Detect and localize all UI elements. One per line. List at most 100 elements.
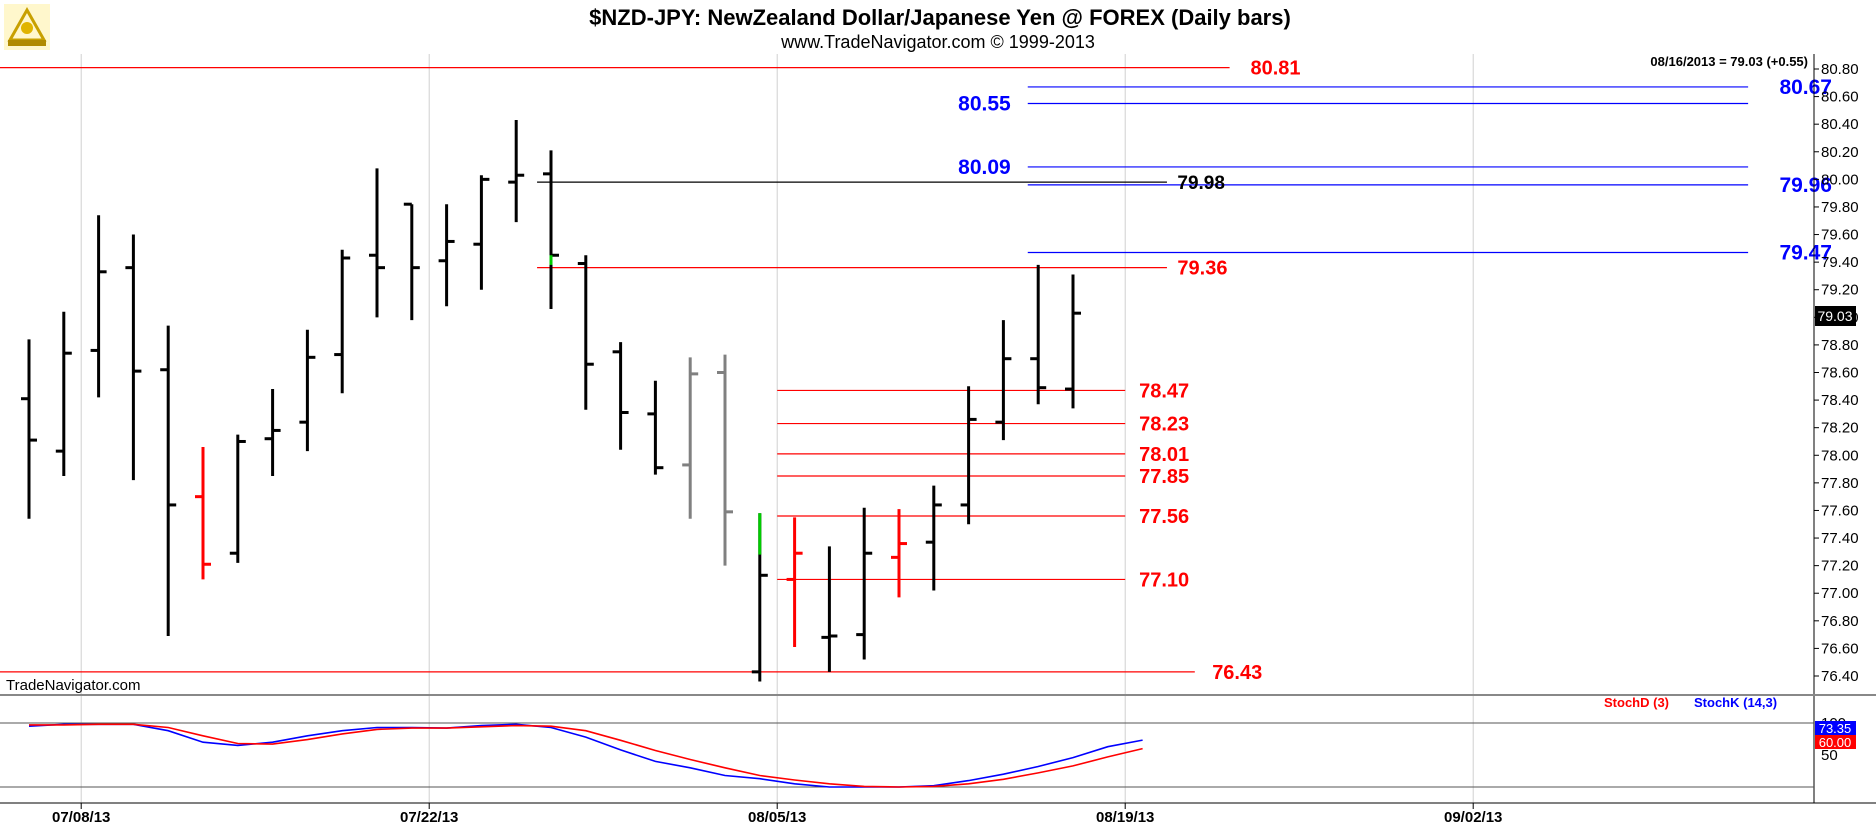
ohlc-bar: [717, 354, 733, 566]
ohlc-bar: [577, 255, 594, 410]
ohlc-bar: [160, 325, 177, 636]
ohlc-bar: [508, 120, 525, 223]
price-tick-label: 78.60: [1821, 365, 1859, 382]
price-tick-label: 76.60: [1821, 640, 1859, 657]
price-tick-label: 77.60: [1821, 502, 1859, 519]
price-tick-label: 80.00: [1821, 171, 1859, 188]
date-axis: 07/08/13 07/22/13 08/05/13 08/19/13 09/02/13: [0, 802, 1876, 826]
price-level-label: 76.43: [1212, 662, 1262, 684]
date-tick-label: 08/19/13: [1096, 809, 1154, 826]
ohlc-bar: [995, 320, 1012, 441]
ohlc-bar: [821, 546, 838, 672]
price-tick-label: 78.20: [1821, 420, 1859, 437]
stoch-last-k-tag: 73.35: [1815, 721, 1856, 736]
ohlc-bar: [891, 509, 907, 598]
level-labels-layer: 80.8180.6780.5580.0979.9679.4779.9879.36…: [958, 58, 1832, 684]
ohlc-bar: [960, 386, 977, 525]
price-tick-label: 77.40: [1821, 530, 1859, 547]
price-tick-label: 79.60: [1821, 227, 1859, 244]
price-tick-label: 76.80: [1821, 613, 1859, 630]
price-level-label: 79.36: [1177, 258, 1227, 280]
ohlc-bar: [403, 202, 420, 321]
sextant-logo-icon: [4, 4, 50, 50]
price-tick-label: 78.80: [1821, 337, 1859, 354]
ohlc-bar: [125, 234, 142, 481]
price-level-label: 79.98: [1177, 173, 1225, 194]
price-level-label: 77.85: [1139, 466, 1189, 488]
price-tick-label: 79.40: [1821, 254, 1859, 271]
stoch-last-d-tag-bg: [1815, 735, 1856, 749]
ohlc-bar: [786, 517, 803, 648]
stoch-legend-k: StochK (14,3): [1694, 695, 1777, 710]
price-axis-ticks: 80.80 80.60 80.40 80.20 80.00 79.80 79.60 79.40…: [1814, 61, 1859, 685]
price-tick-label: 80.80: [1821, 61, 1859, 78]
stoch-k-line: [28, 723, 1143, 788]
ohlc-bar: [1030, 264, 1047, 405]
header-band: [0, 0, 1876, 54]
price-tick-label: 78.00: [1821, 447, 1859, 464]
stoch-last-k-text: 73.35: [1819, 721, 1852, 736]
ohlc-bar: [264, 389, 281, 476]
ohlc-bar: [334, 249, 351, 394]
watermark: TradeNavigator.com: [6, 677, 141, 694]
stoch-lines: [28, 723, 1143, 788]
price-level-label: 80.09: [958, 156, 1011, 179]
ohlc-bar: [612, 342, 629, 450]
date-tick-label: 08/05/13: [748, 809, 806, 826]
price-tick-label: 79.80: [1821, 199, 1859, 216]
price-axis: 80.80 80.60 80.40 80.20 80.00 79.80 79.60 79.40…: [1813, 54, 1859, 803]
price-tick-label: 80.20: [1821, 144, 1859, 161]
price-level-label: 78.01: [1139, 444, 1189, 466]
price-tick-label: 77.00: [1821, 585, 1859, 602]
stoch-legend-d: StochD (3): [1604, 695, 1669, 710]
stoch-d-line: [29, 723, 1143, 788]
price-tick-label: 80.60: [1821, 89, 1859, 106]
date-tick-label: 07/22/13: [400, 809, 458, 826]
levels-layer: [0, 67, 1749, 673]
ohlc-bar: [682, 357, 699, 519]
grid-layer: [80, 54, 1474, 803]
price-tick-label: 77.20: [1821, 558, 1859, 575]
stoch-last-d-text: 60.00: [1819, 735, 1852, 750]
price-tick-label: 78.40: [1821, 392, 1859, 409]
ohlc-bar: [856, 507, 873, 660]
price-level-label: 78.23: [1139, 414, 1189, 436]
last-price-tag: 79.03: [1815, 306, 1856, 326]
ohlc-bar: [925, 485, 942, 591]
date-axis-ticks: 07/08/13 07/22/13 08/05/13 08/19/13 09/02/13: [52, 803, 1502, 826]
price-level-label: 77.10: [1139, 569, 1189, 591]
price-tick-label: 79.20: [1821, 282, 1859, 299]
stoch-tick-label: 50: [1821, 747, 1838, 764]
ohlc-bar: [647, 380, 664, 475]
price-level-label: 80.81: [1250, 58, 1300, 80]
last-close-label: 08/16/2013 = 79.03 (+0.55): [1650, 54, 1808, 69]
price-tick-label: 77.80: [1821, 475, 1859, 492]
ohlc-bar: [90, 215, 107, 398]
date-tick-label: 09/02/13: [1444, 809, 1502, 826]
stoch-last-k-tag-bg: [1815, 721, 1856, 735]
last-price-tag-bg: [1815, 306, 1856, 326]
price-level-label: 80.67: [1779, 76, 1832, 99]
price-level-label: 79.47: [1779, 241, 1832, 264]
price-tick-label: 80.40: [1821, 116, 1859, 133]
ohlc-bar: [299, 329, 316, 452]
ohlc-bar: [1065, 274, 1081, 409]
ohlc-bar: [473, 175, 490, 290]
ohlc-bar: [195, 446, 211, 580]
price-panel: 80.8180.6780.5580.0979.9679.4779.9879.36…: [0, 54, 1832, 803]
ohlc-bar: [438, 204, 455, 307]
price-level-label: 78.47: [1139, 380, 1189, 402]
stoch-last-d-tag: 60.00: [1815, 735, 1856, 750]
date-tick-label: 07/08/13: [52, 809, 110, 826]
stoch-panel: 10050 StochD (3) StochK (14,3) 73.35 60.…: [0, 695, 1856, 788]
ohlc-bar: [229, 434, 246, 563]
price-level-label: 80.55: [958, 92, 1011, 115]
ohlc-bar: [369, 168, 385, 318]
last-price-tag-text: 79.03: [1817, 308, 1852, 324]
ohlc-bar: [55, 311, 72, 476]
bars-layer: [21, 120, 1081, 682]
chart-title: $NZD-JPY: NewZealand Dollar/Japanese Yen…: [589, 5, 1291, 30]
price-plot-area: [0, 54, 1814, 695]
